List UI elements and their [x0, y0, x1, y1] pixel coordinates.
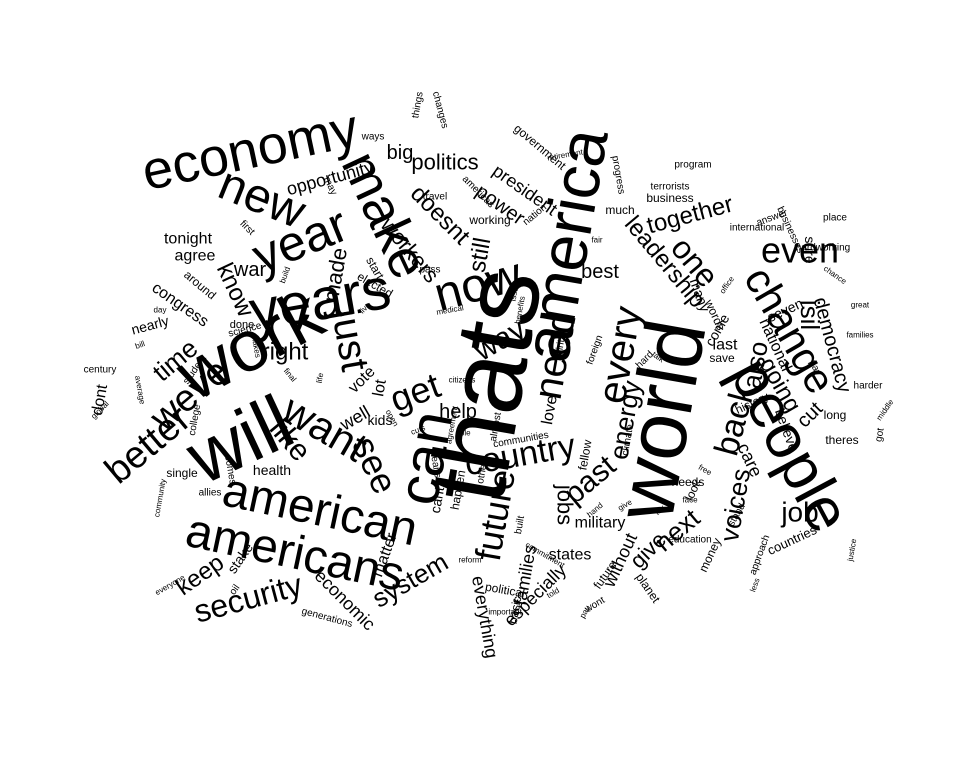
word-120: spirit [553, 338, 568, 361]
word-165: average [133, 375, 147, 406]
word-88: long [824, 408, 847, 422]
word-116: fellow [575, 438, 594, 471]
word-171: built [513, 515, 527, 535]
word-6: can [385, 406, 465, 509]
word-94: save [709, 351, 735, 365]
word-161: issues [509, 278, 522, 302]
word-150: single [166, 466, 198, 480]
word-98: political [484, 580, 526, 601]
word-152: comes [222, 455, 238, 486]
word-176: great [851, 301, 870, 310]
word-169: life [315, 372, 326, 384]
word-99: planet [633, 571, 664, 606]
word-82: nearly [130, 312, 171, 337]
word-59: best [581, 261, 619, 283]
word-68: last [713, 337, 738, 354]
word-193: reform [458, 556, 481, 565]
word-114: happen [448, 469, 469, 511]
word-109: approach [748, 534, 773, 577]
word-164: century [84, 365, 117, 376]
word-96: needs [672, 475, 705, 489]
word-69: states [549, 547, 592, 564]
word-129: program [674, 160, 711, 171]
word-39: jobs [553, 484, 578, 525]
word-134: travel [423, 192, 447, 203]
word-175: office [718, 274, 737, 295]
word-151: allies [199, 488, 222, 499]
word-195: families [846, 331, 873, 340]
word-77: tonight [164, 231, 213, 248]
word-28: job [780, 497, 818, 528]
word-136: much [605, 203, 634, 217]
word-124: things [410, 91, 425, 119]
word-156: important [488, 608, 522, 617]
word-167: makes [250, 334, 263, 359]
word-168: final [282, 366, 298, 383]
word-36: isil [795, 300, 825, 330]
word-177: middle [875, 397, 896, 422]
word-93: sure [802, 236, 818, 263]
word-148: others [475, 455, 491, 484]
word-173: bill [134, 339, 146, 351]
word-79: health [253, 462, 291, 478]
word-86: kids [368, 412, 393, 428]
word-192: less [748, 577, 761, 593]
word-111: education [668, 535, 711, 546]
word-142: pass [419, 265, 440, 276]
word-70: war [233, 259, 267, 281]
word-160: fair [591, 236, 602, 245]
word-17: even [761, 230, 839, 271]
word-123: ways [361, 132, 385, 143]
word-107: harder [854, 381, 884, 392]
word-138: place [823, 213, 847, 224]
word-174: day [154, 306, 167, 315]
word-63: big [387, 142, 414, 164]
word-180: citizens [449, 376, 476, 385]
word-87: done [230, 319, 254, 331]
word-172: college [187, 403, 203, 437]
word-117: almost [488, 411, 504, 442]
word-125: changes [430, 90, 450, 129]
word-149: means [427, 447, 443, 478]
word-139: international [730, 223, 784, 234]
word-72: lot [370, 378, 390, 398]
word-81: dont [89, 383, 111, 417]
word-130: terrorists [651, 182, 690, 193]
word-189: face [682, 496, 698, 505]
word-140: hardworking [796, 243, 850, 254]
word-133: business [646, 191, 693, 205]
word-179: community [152, 478, 168, 518]
word-54: help [439, 401, 477, 423]
word-97: basic [506, 595, 525, 625]
word-102: cant [427, 485, 447, 514]
word-42: right [262, 339, 309, 366]
word-131: working [468, 213, 510, 227]
word-78: agree [175, 248, 216, 265]
word-49: politics [411, 150, 478, 175]
word-105: theres [825, 433, 858, 447]
word-147: climate [620, 423, 636, 457]
word-113: got [873, 427, 886, 443]
word-178: justice [845, 538, 858, 563]
word-45: still [464, 236, 497, 275]
word-73: love [539, 394, 561, 426]
word-183: able [455, 429, 471, 438]
word-19: just [323, 305, 377, 375]
word-62: military [575, 515, 626, 532]
